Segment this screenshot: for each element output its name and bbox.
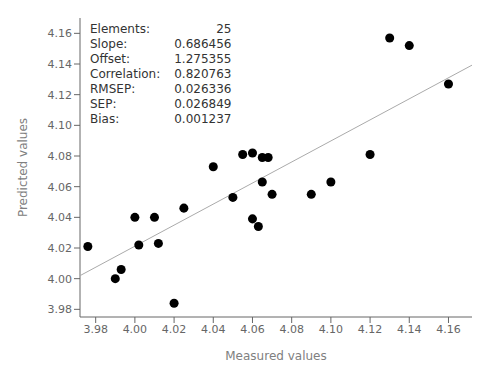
svg-text:4.08: 4.08 <box>279 323 304 336</box>
svg-text:4.00: 4.00 <box>48 273 73 286</box>
svg-text:4.16: 4.16 <box>48 27 73 40</box>
html-text:0.026336: 0.026336 <box>174 82 232 96</box>
html-text:0.686456: 0.686456 <box>174 37 232 51</box>
svg-text:4.06: 4.06 <box>240 323 265 336</box>
svg-text:4.02: 4.02 <box>162 323 187 336</box>
svg-text:4.12: 4.12 <box>358 323 383 336</box>
html-text:0.001237: 0.001237 <box>174 112 232 126</box>
svg-text:4.00: 4.00 <box>123 323 148 336</box>
svg-text:4.10: 4.10 <box>319 323 344 336</box>
svg-text:4.14: 4.14 <box>48 58 73 71</box>
html-text:0.026849: 0.026849 <box>174 97 232 111</box>
svg-text:4.04: 4.04 <box>48 211 73 224</box>
html-text:Slope:: Slope: <box>90 37 128 51</box>
html-text:Offset:: Offset: <box>90 52 131 66</box>
svg-text:3.98: 3.98 <box>48 303 73 316</box>
svg-text:3.98: 3.98 <box>83 323 108 336</box>
html-text:Correlation:: Correlation: <box>90 67 161 81</box>
svg-text:Predicted values: Predicted values <box>16 118 30 217</box>
svg-text:4.16: 4.16 <box>436 323 461 336</box>
svg-text:4.06: 4.06 <box>48 181 73 194</box>
html-text:25: 25 <box>216 22 232 36</box>
html-text:1.275355: 1.275355 <box>174 52 232 66</box>
html-text:SEP:: SEP: <box>90 97 117 111</box>
svg-text:4.12: 4.12 <box>48 89 73 102</box>
svg-text:4.02: 4.02 <box>48 242 73 255</box>
svg-text:4.10: 4.10 <box>48 119 73 132</box>
html-text:Elements:: Elements: <box>90 22 150 36</box>
html-text:0.820763: 0.820763 <box>174 67 232 81</box>
svg-text:4.14: 4.14 <box>397 323 422 336</box>
html-text:Bias:: Bias: <box>90 112 120 126</box>
svg-text:Measured values: Measured values <box>225 349 326 363</box>
html-text:RMSEP:: RMSEP: <box>90 82 136 96</box>
svg-text:4.04: 4.04 <box>201 323 226 336</box>
svg-text:4.08: 4.08 <box>48 150 73 163</box>
